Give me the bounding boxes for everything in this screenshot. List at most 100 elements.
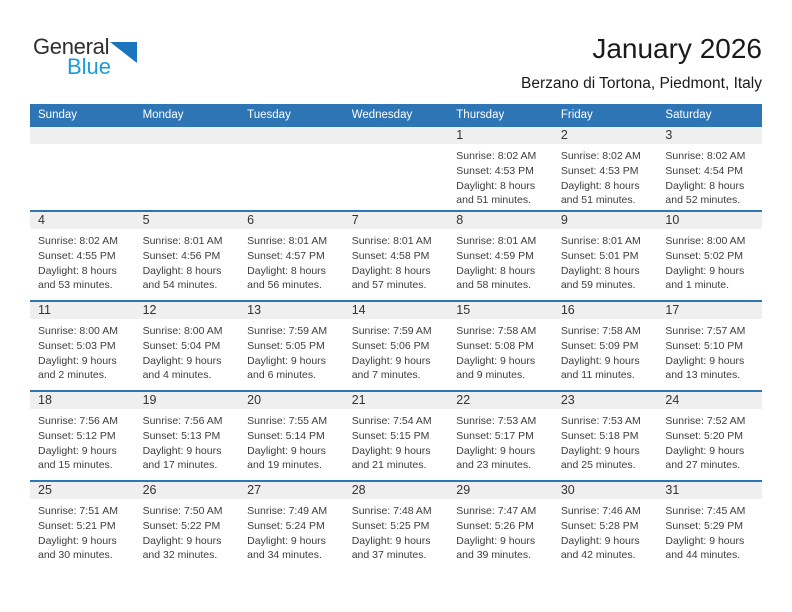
day-number: 31	[657, 482, 762, 499]
sunrise-text: Sunrise: 7:52 AM	[665, 415, 746, 427]
day-number: 22	[448, 392, 553, 409]
sunset-text: Sunset: 5:12 PM	[38, 429, 116, 442]
sunset-text: Sunset: 5:25 PM	[351, 519, 430, 532]
daylight-text-line2: and 42 minutes.	[560, 549, 636, 562]
sunrise-text: Sunrise: 7:58 AM	[456, 325, 537, 337]
day-info: Sunrise: 7:59 AM Sunset: 5:06 PM Daylight:…	[344, 319, 449, 383]
day-cell-3: 3 Sunrise: 8:02 AM Sunset: 4:54 PM Daylight…	[657, 127, 762, 210]
day-cell-15: 15 Sunrise: 7:58 AM Sunset: 5:08 PM Dayligh…	[448, 302, 553, 390]
daylight-text-line2: and 9 minutes.	[456, 369, 526, 382]
sunset-text: Sunset: 5:03 PM	[38, 339, 116, 352]
sunset-text: Sunset: 5:04 PM	[142, 339, 221, 352]
day-number	[239, 127, 344, 144]
day-info: Sunrise: 7:54 AM Sunset: 5:15 PM Daylight:…	[344, 409, 449, 473]
daylight-text-line2: and 51 minutes.	[456, 194, 531, 207]
sunrise-text: Sunrise: 8:02 AM	[665, 150, 746, 162]
sunset-text: Sunset: 5:26 PM	[456, 519, 534, 532]
day-number: 27	[239, 482, 344, 499]
day-info	[239, 144, 344, 149]
day-number: 19	[134, 392, 240, 409]
sunrise-text: Sunrise: 8:00 AM	[665, 235, 746, 247]
daylight-text-line2: and 11 minutes.	[560, 369, 635, 382]
day-cell-6: 6 Sunrise: 8:01 AM Sunset: 4:57 PM Daylight…	[239, 212, 344, 300]
day-number: 26	[134, 482, 240, 499]
daylight-text-line2: and 51 minutes.	[560, 194, 636, 207]
daylight-text-line1: Daylight: 9 hours	[351, 444, 431, 457]
sunrise-text: Sunrise: 8:01 AM	[247, 235, 328, 247]
sunset-text: Sunset: 5:06 PM	[351, 339, 430, 352]
day-cell-28: 28 Sunrise: 7:48 AM Sunset: 5:25 PM Dayligh…	[343, 482, 449, 570]
sunset-text: Sunset: 5:05 PM	[247, 339, 325, 352]
day-cell-16: 16 Sunrise: 7:58 AM Sunset: 5:09 PM Dayligh…	[552, 302, 658, 390]
sunset-text: Sunset: 5:17 PM	[456, 429, 534, 442]
daylight-text-line1: Daylight: 9 hours	[351, 354, 431, 367]
daylight-text-line1: Daylight: 9 hours	[665, 264, 745, 277]
sunset-text: Sunset: 5:09 PM	[560, 339, 639, 352]
day-number: 25	[30, 482, 135, 499]
day-info: Sunrise: 7:58 AM Sunset: 5:09 PM Daylight:…	[553, 319, 658, 383]
day-cell-19: 19 Sunrise: 7:56 AM Sunset: 5:13 PM Dayligh…	[134, 392, 240, 480]
daylight-text-line2: and 52 minutes.	[665, 194, 741, 207]
daylight-text-line1: Daylight: 9 hours	[665, 534, 745, 547]
day-cell-17: 17 Sunrise: 7:57 AM Sunset: 5:10 PM Dayligh…	[657, 302, 762, 390]
sunset-text: Sunset: 5:20 PM	[665, 429, 744, 442]
sunrise-text: Sunrise: 7:45 AM	[665, 505, 746, 517]
sunrise-text: Sunrise: 8:02 AM	[38, 235, 118, 247]
daylight-text-line1: Daylight: 9 hours	[665, 444, 745, 457]
daylight-text-line1: Daylight: 9 hours	[142, 534, 222, 547]
daylight-text-line1: Daylight: 9 hours	[456, 354, 536, 367]
day-cell-10: 10 Sunrise: 8:00 AM Sunset: 5:02 PM Dayligh…	[657, 212, 762, 300]
day-number	[343, 127, 449, 144]
day-info: Sunrise: 7:48 AM Sunset: 5:25 PM Daylight:…	[344, 499, 449, 563]
day-info: Sunrise: 7:55 AM Sunset: 5:14 PM Daylight:…	[239, 409, 344, 473]
day-cell-8: 8 Sunrise: 8:01 AM Sunset: 4:59 PM Daylight…	[448, 212, 553, 300]
sunrise-text: Sunrise: 7:46 AM	[560, 505, 641, 517]
daylight-text-line1: Daylight: 9 hours	[247, 354, 326, 367]
day-number: 10	[657, 212, 762, 229]
sunset-text: Sunset: 5:15 PM	[351, 429, 430, 442]
day-number: 6	[239, 212, 344, 229]
day-number: 24	[657, 392, 762, 409]
day-info: Sunrise: 8:00 AM Sunset: 5:02 PM Daylight:…	[657, 229, 762, 293]
day-cell-empty	[239, 127, 344, 210]
day-number: 30	[552, 482, 658, 499]
day-number: 8	[448, 212, 553, 229]
daylight-text-line1: Daylight: 8 hours	[247, 264, 326, 277]
day-number: 17	[657, 302, 762, 319]
sunset-text: Sunset: 5:21 PM	[38, 519, 116, 532]
sunrise-text: Sunrise: 8:00 AM	[142, 325, 223, 337]
daylight-text-line1: Daylight: 8 hours	[456, 179, 536, 192]
day-info: Sunrise: 7:47 AM Sunset: 5:26 PM Daylight:…	[448, 499, 553, 563]
day-info: Sunrise: 7:56 AM Sunset: 5:12 PM Daylight:…	[30, 409, 135, 473]
sunset-text: Sunset: 5:28 PM	[560, 519, 639, 532]
daylight-text-line1: Daylight: 9 hours	[247, 534, 326, 547]
daylight-text-line1: Daylight: 9 hours	[560, 444, 640, 457]
daylight-text-line2: and 17 minutes.	[142, 459, 218, 472]
day-cell-29: 29 Sunrise: 7:47 AM Sunset: 5:26 PM Dayligh…	[448, 482, 553, 570]
sunset-text: Sunset: 5:10 PM	[665, 339, 744, 352]
day-cell-24: 24 Sunrise: 7:52 AM Sunset: 5:20 PM Dayligh…	[657, 392, 762, 480]
day-cell-14: 14 Sunrise: 7:59 AM Sunset: 5:06 PM Dayligh…	[343, 302, 449, 390]
sunrise-text: Sunrise: 7:54 AM	[351, 415, 432, 427]
weekday-thursday: Thursday	[456, 109, 505, 121]
day-number	[134, 127, 240, 144]
day-info: Sunrise: 8:02 AM Sunset: 4:54 PM Daylight:…	[657, 144, 762, 208]
sunset-text: Sunset: 5:22 PM	[142, 519, 221, 532]
day-number: 7	[343, 212, 449, 229]
day-info: Sunrise: 8:02 AM Sunset: 4:55 PM Daylight:…	[30, 229, 135, 293]
week-row: 11 Sunrise: 8:00 AM Sunset: 5:03 PM Dayligh…	[30, 300, 762, 390]
day-info: Sunrise: 8:01 AM Sunset: 4:58 PM Daylight:…	[344, 229, 449, 293]
daylight-text-line1: Daylight: 9 hours	[247, 444, 326, 457]
daylight-text-line2: and 54 minutes.	[142, 279, 218, 292]
sunset-text: Sunset: 4:53 PM	[560, 164, 639, 177]
daylight-text-line2: and 37 minutes.	[351, 549, 427, 562]
logo-text-general: General	[33, 34, 110, 59]
day-cell-empty	[134, 127, 240, 210]
day-info: Sunrise: 8:01 AM Sunset: 4:56 PM Daylight:…	[135, 229, 240, 293]
daylight-text-line2: and 27 minutes.	[665, 459, 741, 472]
daylight-text-line2: and 21 minutes.	[351, 459, 427, 472]
day-number: 29	[448, 482, 553, 499]
logo-triangle-icon	[110, 42, 138, 63]
sunset-text: Sunset: 5:18 PM	[560, 429, 639, 442]
day-info: Sunrise: 7:52 AM Sunset: 5:20 PM Daylight:…	[657, 409, 762, 473]
